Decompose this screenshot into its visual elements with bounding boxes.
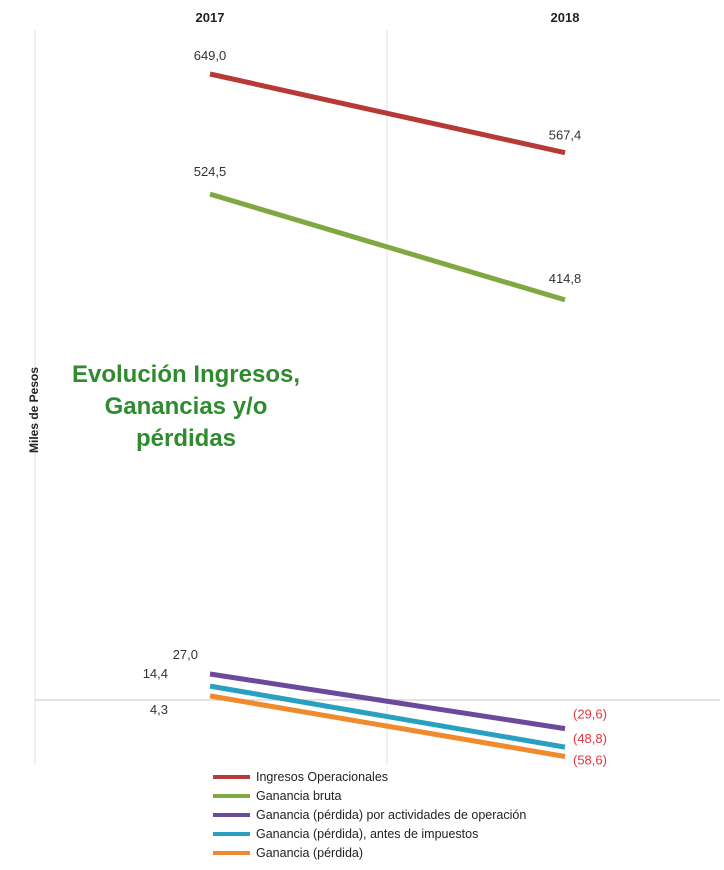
data-labels-layer: 649,0 567,4 524,5 414,8 27,0 (29,6) 14,4 (48,8)…	[143, 48, 607, 768]
data-label-s3-2017: 27,0	[173, 647, 198, 662]
data-label-s1-2017: 649,0	[194, 48, 227, 63]
x-tick-label-2017: 2017	[196, 10, 225, 25]
data-label-s4-2017: 14,4	[143, 666, 168, 681]
legend-entry-5: Ganancia (pérdida)	[256, 846, 363, 860]
chart-title-line-2: Ganancias y/o	[105, 393, 268, 420]
data-label-s5-2017: 4,3	[150, 702, 168, 717]
legend-entry-2: Ganancia bruta	[256, 789, 342, 803]
series-line-3	[209, 671, 566, 732]
x-tick-label-2018: 2018	[551, 10, 580, 25]
series-line-2	[209, 191, 566, 303]
legend-entry-3: Ganancia (pérdida) por actividades de op…	[256, 808, 526, 822]
y-axis-label: Miles de Pesos	[27, 367, 41, 453]
data-label-s3-2018: (29,6)	[573, 707, 607, 722]
x-tick-labels: 2017 2018	[196, 10, 580, 25]
data-label-s1-2018: 567,4	[549, 128, 582, 143]
series-line-4	[209, 683, 566, 750]
legend-entry-4: Ganancia (pérdida), antes de impuestos	[256, 827, 478, 841]
data-label-s4-2018: (48,8)	[573, 731, 607, 746]
chart-title-line-3: pérdidas	[136, 425, 236, 452]
chart-title-line-1: Evolución Ingresos,	[72, 361, 300, 388]
legend-entry-1: Ingresos Operacionales	[256, 770, 388, 784]
chart-title: Evolución Ingresos, Ganancias y/o pérdidas	[72, 361, 300, 452]
series-line-5	[209, 693, 566, 759]
data-label-s2-2018: 414,8	[549, 271, 582, 286]
data-label-s2-2017: 524,5	[194, 164, 227, 179]
series-line-1	[209, 71, 566, 156]
legend: Ingresos Operacionales Ganancia bruta Gana…	[213, 770, 526, 860]
series-layer	[209, 71, 566, 759]
data-label-s5-2018: (58,6)	[573, 753, 607, 768]
